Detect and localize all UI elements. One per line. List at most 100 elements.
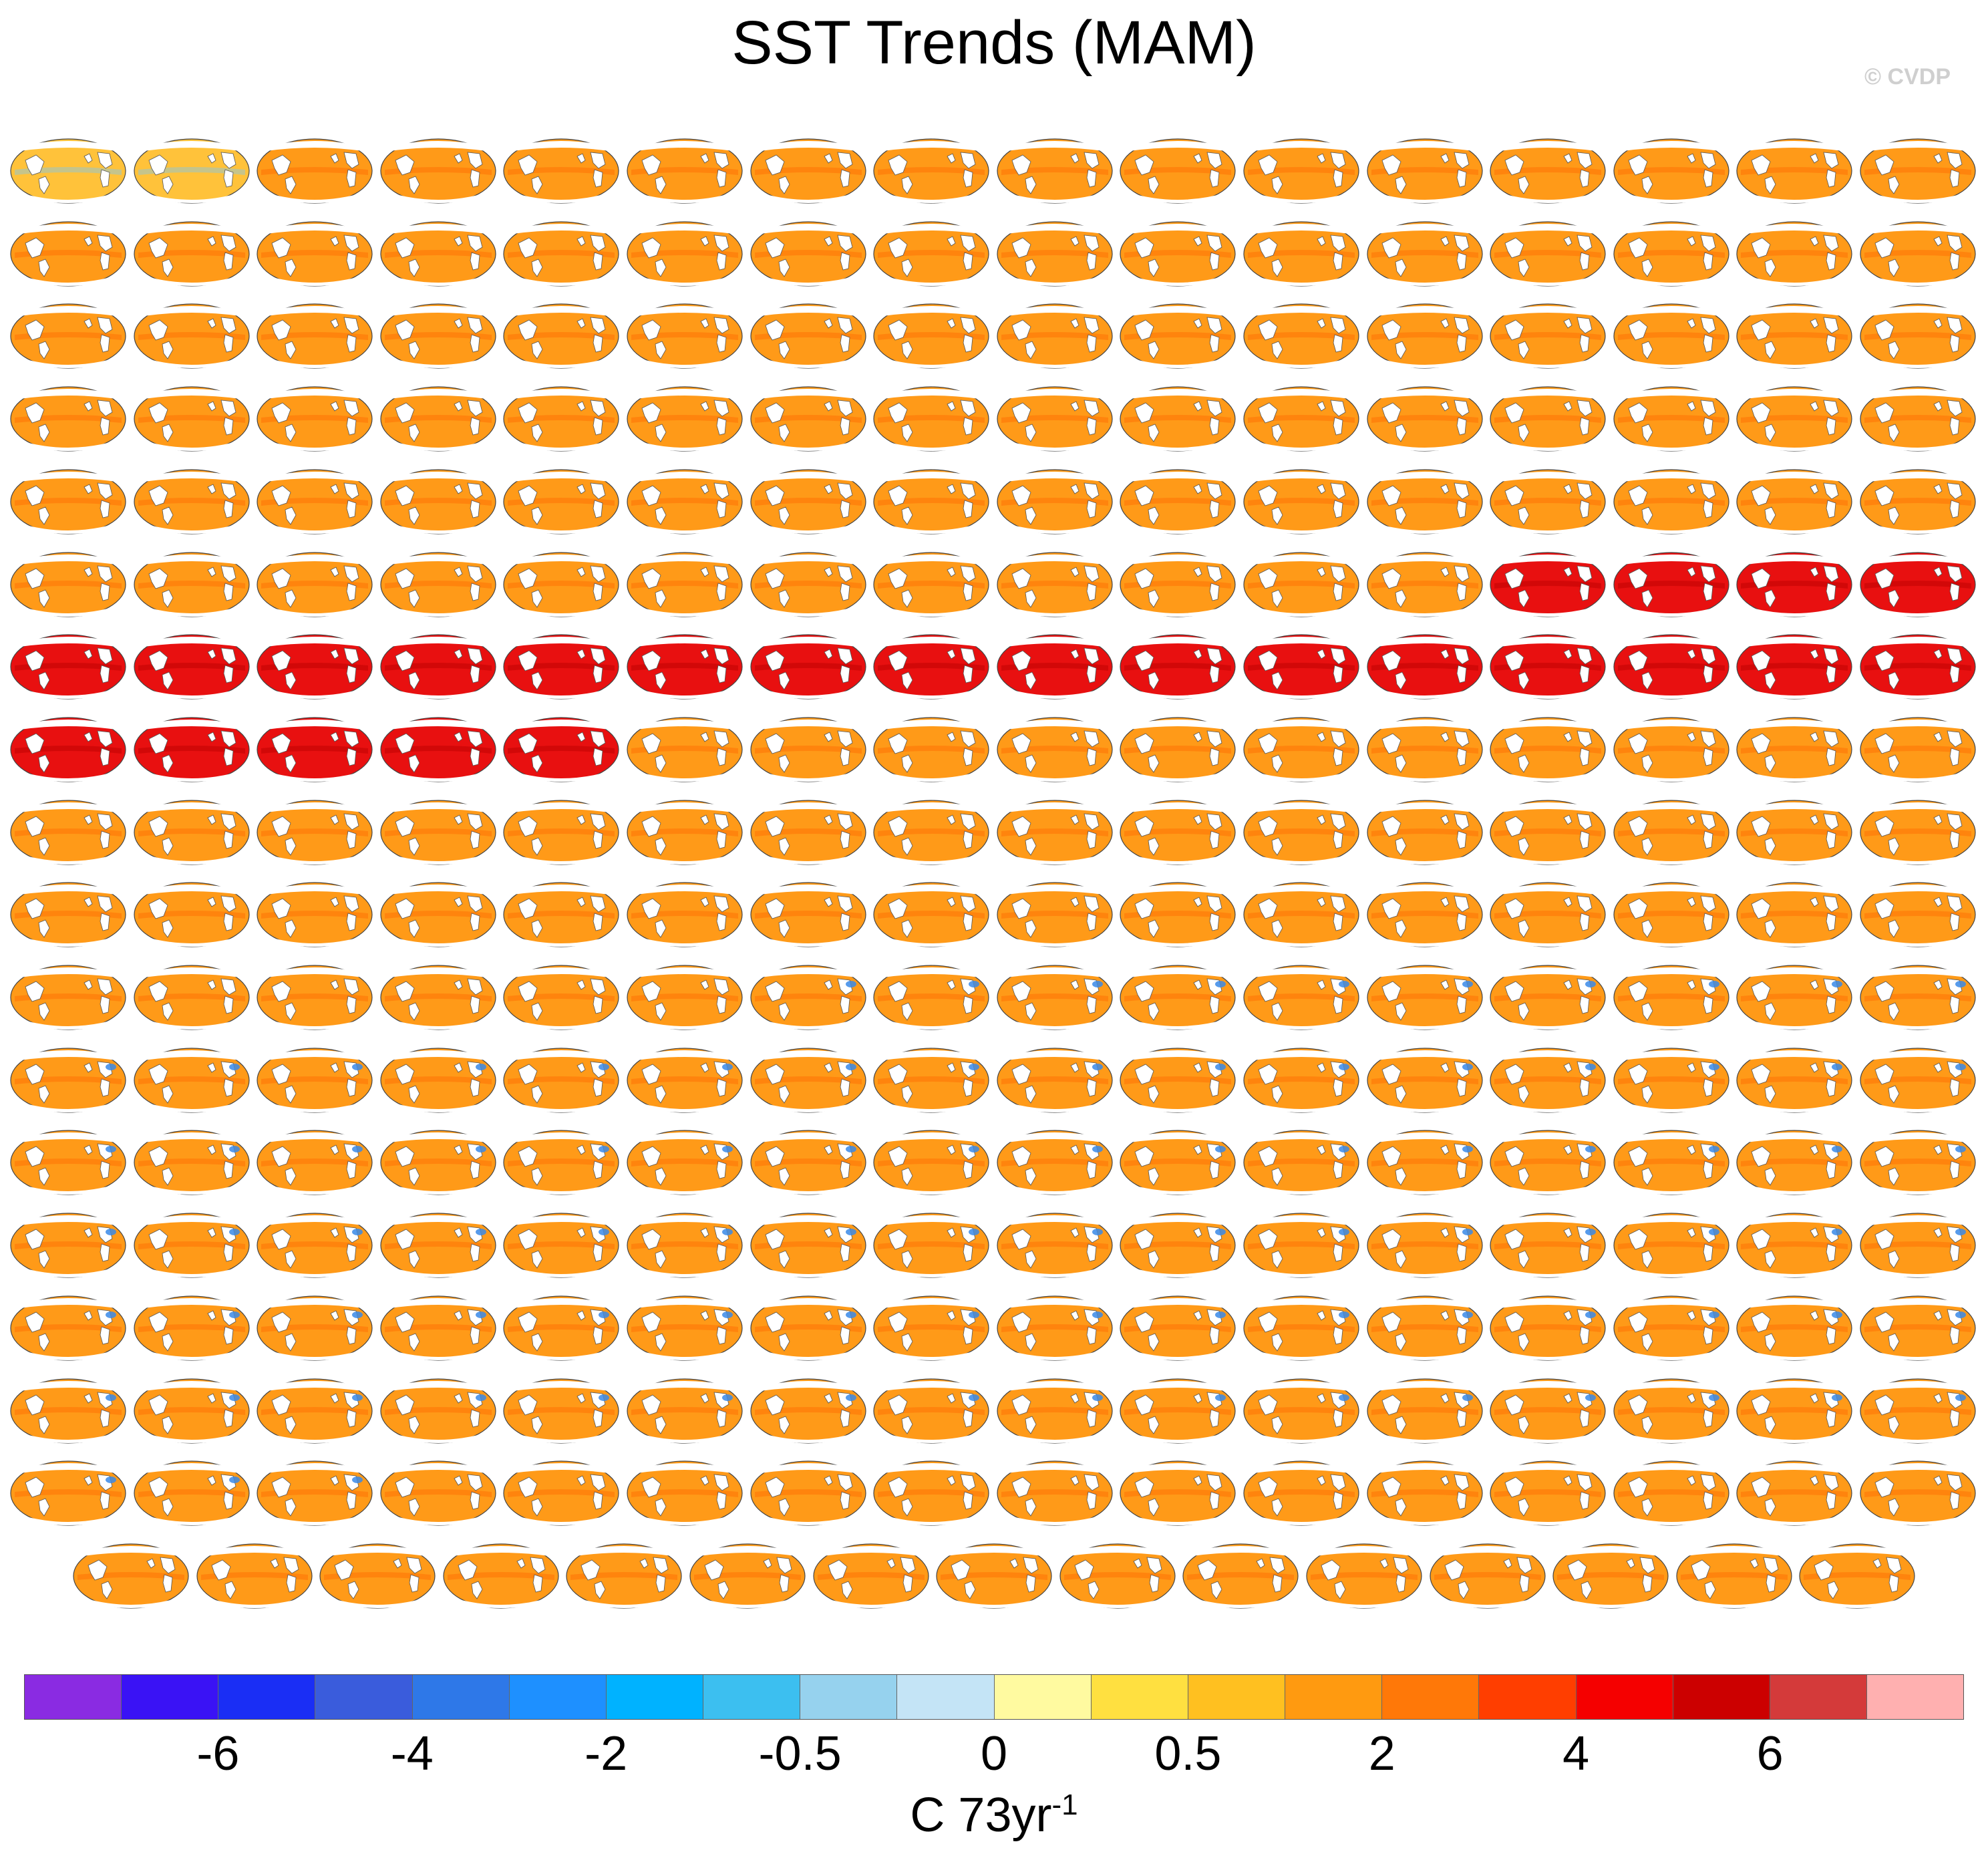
map-panel: [996, 881, 1114, 948]
map-panel: [1119, 138, 1236, 204]
map-panel: [1735, 1212, 1853, 1279]
map-panel: [1242, 385, 1360, 452]
map-panel: [996, 1378, 1114, 1444]
map-panel: [626, 551, 743, 618]
colorbar-box: [315, 1675, 413, 1719]
map-panel: [1613, 138, 1730, 204]
map-panel: [750, 1460, 867, 1527]
map-panel: [1366, 1212, 1484, 1279]
map-panel: [1119, 633, 1236, 700]
map-panel: [626, 881, 743, 948]
colorbar-tick-label: 2: [1368, 1727, 1395, 1780]
map-panel: [996, 303, 1114, 369]
map-panel: [9, 964, 127, 1031]
map-panel: [1489, 1378, 1607, 1444]
map-panel: [872, 1378, 990, 1444]
map-panel: [626, 138, 743, 204]
colorbar-box: [994, 1675, 1092, 1719]
map-panel: [1613, 468, 1730, 535]
map-panel: [626, 1047, 743, 1114]
map-panel: [256, 633, 373, 700]
map-panel: [1798, 1543, 1916, 1609]
map-panel: [502, 138, 620, 204]
map-panel: [1735, 468, 1853, 535]
map-panel: [1489, 964, 1607, 1031]
map-panel: [256, 303, 373, 369]
map-panel: [1489, 881, 1607, 948]
map-panel: [256, 1460, 373, 1527]
map-panel: [996, 1295, 1114, 1362]
map-panel: [9, 633, 127, 700]
map-panel: [133, 716, 251, 783]
map-panel: [1859, 964, 1977, 1031]
map-panel: [689, 1543, 806, 1609]
map-panel: [379, 138, 497, 204]
map-panel: [1366, 1295, 1484, 1362]
map-panel: [379, 1047, 497, 1114]
map-panel: [1859, 551, 1977, 618]
colorbar-tick-label: -4: [390, 1727, 434, 1780]
map-panel: [1613, 385, 1730, 452]
map-panel: [1366, 1047, 1484, 1114]
map-panel: [1735, 881, 1853, 948]
colorbar-box: [122, 1675, 219, 1719]
map-panel: [379, 964, 497, 1031]
map-panel: [872, 303, 990, 369]
map-panel: [133, 303, 251, 369]
colorbar-box: [703, 1675, 801, 1719]
map-panel: [750, 799, 867, 866]
map-panel: [9, 303, 127, 369]
map-panel: [1613, 220, 1730, 287]
map-panel: [1242, 1047, 1360, 1114]
map-panel: [1489, 1212, 1607, 1279]
map-panel: [1366, 716, 1484, 783]
map-panel: [1242, 468, 1360, 535]
map-panel: [1119, 303, 1236, 369]
map-panel: [750, 220, 867, 287]
map-panel: [996, 1047, 1114, 1114]
map-panel: [626, 1460, 743, 1527]
map-panel: [1859, 1129, 1977, 1196]
map-panel: [1366, 1460, 1484, 1527]
map-panel: [133, 1129, 251, 1196]
map-panel: [1859, 1212, 1977, 1279]
map-panel: [1242, 881, 1360, 948]
map-panel: [133, 1212, 251, 1279]
map-panel: [1489, 1129, 1607, 1196]
map-panel: [1059, 1543, 1176, 1609]
map-panel: [256, 881, 373, 948]
map-panel: [565, 1543, 683, 1609]
map-panel: [1613, 964, 1730, 1031]
map-panel: [379, 1460, 497, 1527]
colorbar-tick-label: -6: [196, 1727, 240, 1780]
map-panel: [1242, 1129, 1360, 1196]
map-panel: [1366, 799, 1484, 866]
map-panel: [133, 385, 251, 452]
map-panel: [379, 1295, 497, 1362]
map-panel: [1613, 799, 1730, 866]
map-panel: [1119, 799, 1236, 866]
map-panel: [750, 1295, 867, 1362]
map-panel: [502, 303, 620, 369]
map-panel: [1613, 1129, 1730, 1196]
map-panel: [996, 138, 1114, 204]
page-title: SST Trends (MAM): [731, 9, 1257, 77]
map-panel: [1735, 1129, 1853, 1196]
map-panel: [256, 468, 373, 535]
map-panel: [1489, 799, 1607, 866]
colorbar-ticks: -6 -4 -2 -0.5 0 0.5 2 4 6: [24, 1726, 1964, 1780]
map-panel: [1859, 385, 1977, 452]
map-panel: [750, 468, 867, 535]
map-panel: [502, 633, 620, 700]
map-panel: [1859, 633, 1977, 700]
map-panel: [1119, 881, 1236, 948]
map-panel: [872, 468, 990, 535]
map-panel: [750, 1378, 867, 1444]
map-panel: [1735, 138, 1853, 204]
map-panel: [1366, 1378, 1484, 1444]
map-panel: [750, 881, 867, 948]
map-panel: [1489, 716, 1607, 783]
map-panel: [626, 964, 743, 1031]
map-panel: [1859, 799, 1977, 866]
map-panel: [256, 1129, 373, 1196]
